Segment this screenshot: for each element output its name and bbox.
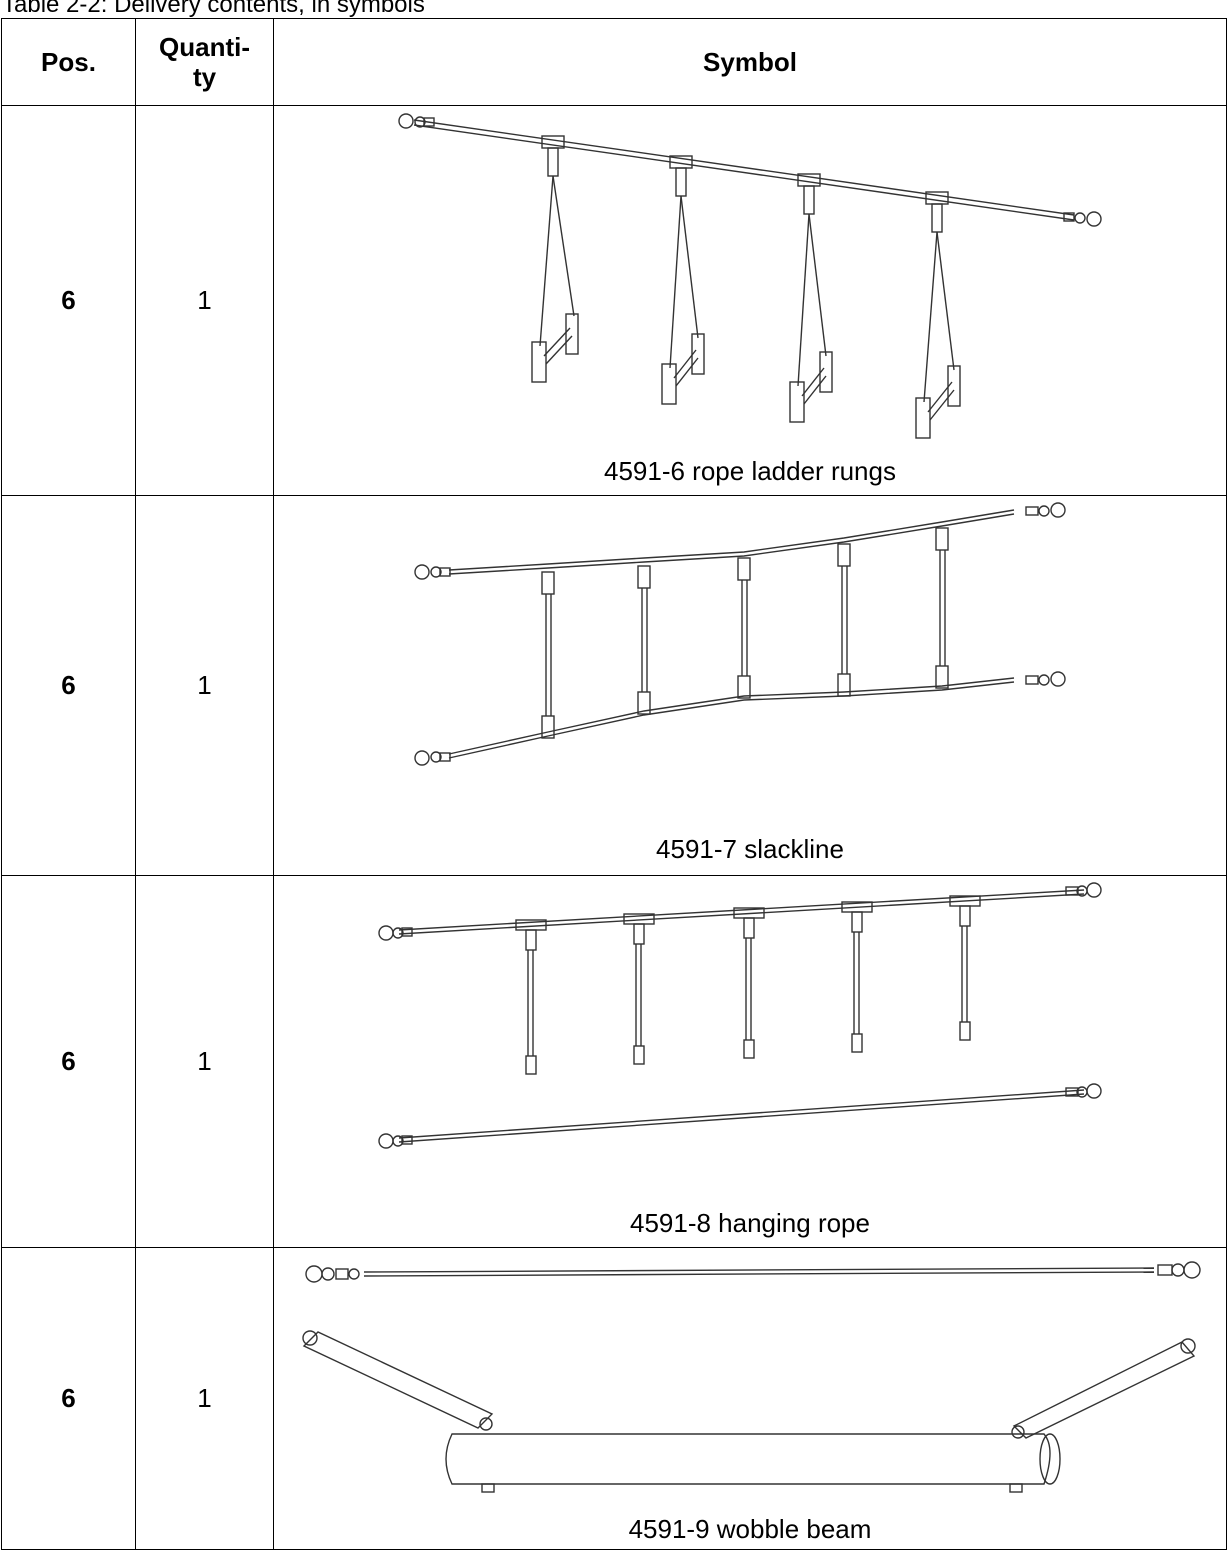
header-quantity: Quanti- ty [135,18,274,106]
row-pos: 6 [1,875,136,1248]
symbol-label: 4591-9 wobble beam [628,1514,872,1544]
symbol-label: 4591-6 rope ladder rungs [604,456,896,486]
rope-ladder-rungs-drawing-icon [398,113,1102,439]
row-symbol: 4591-7 slackline [273,495,1227,876]
row-quantity: 1 [135,105,274,496]
table-row: 6 1 4591-8 hanging rope [1,875,1227,1248]
row-quantity: 1 [135,875,274,1248]
row-symbol: 4591-6 rope ladder rungs [273,105,1227,496]
table-row: 6 1 [1,1247,1227,1550]
row-pos: 6 [1,105,136,496]
header-row: Pos. Quanti- ty Symbol [1,18,1227,106]
symbol-label: 4591-8 hanging rope [630,1208,870,1238]
delivery-contents-table: Pos. Quanti- ty Symbol 6 1 [1,18,1227,1550]
table-row: 6 1 4591-7 slackline [1,495,1227,876]
table-caption: Table 2-2: Delivery contents, in symbols [2,0,425,18]
row-symbol: 4591-9 wobble beam [273,1247,1227,1550]
header-pos: Pos. [1,18,136,106]
row-pos: 6 [1,1247,136,1550]
table-row: 6 1 [1,105,1227,496]
slackline-drawing-icon [414,502,1066,766]
header-symbol: Symbol [273,18,1227,106]
row-quantity: 1 [135,495,274,876]
symbol-label: 4591-7 slackline [656,834,844,864]
row-symbol: 4591-8 hanging rope [273,875,1227,1248]
hanging-rope-drawing-icon [378,882,1102,1149]
header-quantity-text: Quanti- ty [159,32,250,92]
wobble-beam-drawing-icon [302,1261,1201,1493]
row-quantity: 1 [135,1247,274,1550]
row-pos: 6 [1,495,136,876]
